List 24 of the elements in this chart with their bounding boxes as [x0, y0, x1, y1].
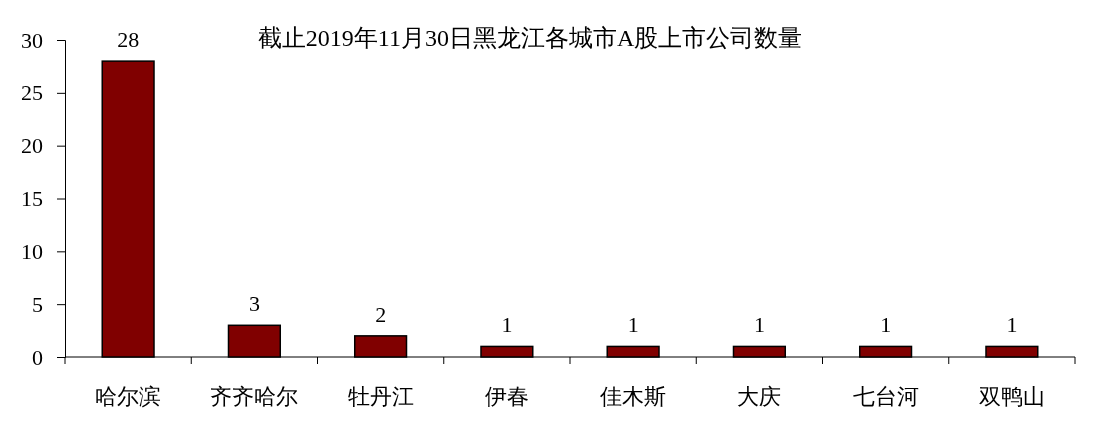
- x-tick-label: 七台河: [852, 384, 919, 409]
- y-tick-label: 15: [21, 186, 43, 212]
- chart-title: 截止2019年11月30日黑龙江各城市A股上市公司数量: [257, 25, 803, 51]
- data-label: 1: [501, 312, 513, 338]
- data-label: 28: [117, 27, 140, 53]
- x-tick-label: 齐齐哈尔: [210, 384, 299, 409]
- data-label: 1: [880, 312, 892, 338]
- data-label: 2: [375, 301, 387, 327]
- y-tick-label: 30: [21, 27, 43, 53]
- data-label: 3: [248, 291, 260, 317]
- data-label: 1: [627, 312, 639, 338]
- y-tick-label: 5: [32, 291, 43, 317]
- x-tick-label: 伊春: [484, 384, 529, 409]
- x-tick-label: 大庆: [737, 384, 782, 409]
- x-tick-label: 牡丹江: [347, 384, 414, 409]
- x-tick-label: 双鸭山: [978, 384, 1045, 409]
- x-tick-label: 哈尔滨: [95, 384, 162, 409]
- y-tick-label: 10: [21, 238, 43, 264]
- x-tick-label: 佳木斯: [600, 384, 667, 409]
- y-tick-label: 25: [21, 80, 43, 106]
- y-tick-label: 20: [21, 133, 43, 159]
- y-tick-label: 0: [32, 344, 43, 370]
- data-label: 1: [753, 312, 765, 338]
- data-label: 1: [1006, 312, 1018, 338]
